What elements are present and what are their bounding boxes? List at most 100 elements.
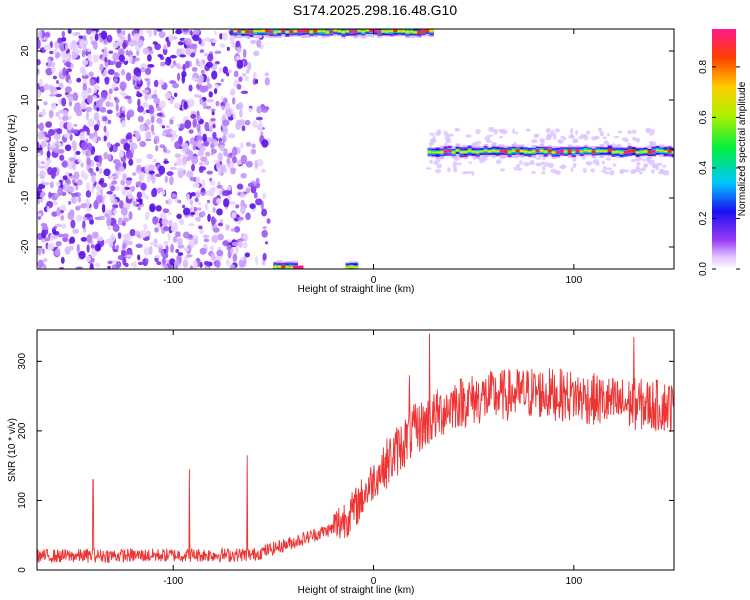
noise-speckle	[129, 228, 136, 237]
noise-speckle	[542, 165, 546, 172]
noise-speckle	[444, 142, 448, 146]
noise-speckle	[98, 155, 103, 164]
noise-speckle	[155, 205, 162, 212]
noise-speckle	[253, 50, 260, 57]
y-tick-label: -20	[20, 239, 31, 254]
noise-speckle	[64, 144, 72, 152]
noise-speckle	[639, 171, 643, 175]
noise-speckle	[98, 215, 106, 221]
ridge-band	[611, 151, 617, 154]
noise-speckle	[156, 222, 161, 227]
noise-speckle	[247, 61, 252, 71]
noise-speckle	[96, 136, 101, 142]
noise-speckle	[155, 173, 162, 177]
noise-speckle	[103, 168, 111, 177]
noise-speckle	[245, 160, 253, 168]
noise-speckle	[53, 91, 58, 95]
ridge-peak	[313, 29, 320, 33]
spectrogram-ylabel: Frequency (Hz)	[7, 115, 18, 184]
noise-speckle	[181, 74, 186, 84]
noise-speckle	[240, 90, 249, 94]
noise-speckle	[147, 94, 154, 100]
noise-speckle	[200, 187, 206, 193]
noise-speckle	[230, 228, 236, 232]
noise-speckle	[118, 54, 125, 62]
noise-speckle	[91, 40, 98, 46]
noise-speckle	[590, 168, 596, 173]
noise-speckle	[118, 200, 124, 209]
colorbar-tick-label: 0.8	[698, 60, 709, 74]
noise-speckle	[86, 244, 90, 253]
noise-speckle	[238, 76, 243, 82]
noise-speckle	[569, 133, 574, 138]
noise-speckle	[129, 141, 134, 149]
noise-speckle	[162, 208, 170, 214]
noise-speckle	[62, 58, 67, 64]
noise-speckle	[229, 264, 236, 269]
noise-speckle	[52, 75, 57, 80]
noise-speckle	[54, 223, 62, 228]
noise-speckle	[48, 109, 54, 119]
noise-speckle	[85, 255, 92, 263]
noise-speckle	[76, 243, 80, 253]
ridge-peak	[281, 29, 288, 33]
noise-speckle	[76, 179, 83, 186]
noise-speckle	[136, 90, 140, 96]
ridge-band	[277, 265, 282, 268]
noise-speckle	[93, 124, 100, 131]
noise-speckle	[70, 192, 79, 197]
ridge-band	[595, 150, 601, 152]
ridge-band	[309, 30, 314, 33]
noise-speckle	[159, 226, 165, 230]
noise-speckle	[211, 70, 218, 80]
noise-speckle	[639, 157, 644, 160]
noise-speckle	[249, 203, 256, 209]
noise-speckle	[169, 97, 174, 104]
noise-speckle	[212, 227, 220, 233]
noise-speckle	[107, 226, 111, 231]
noise-speckle	[597, 127, 602, 132]
noise-speckle	[183, 247, 190, 252]
noise-speckle	[252, 120, 258, 128]
noise-speckle	[211, 235, 219, 243]
noise-speckle	[206, 76, 210, 84]
noise-speckle	[104, 212, 110, 218]
ridge-peak	[369, 29, 376, 33]
noise-speckle	[498, 128, 505, 133]
noise-speckle	[119, 81, 127, 91]
noise-speckle	[578, 135, 584, 140]
noise-speckle	[186, 170, 194, 179]
noise-speckle	[207, 213, 211, 223]
noise-speckle	[437, 129, 442, 135]
noise-speckle	[238, 258, 245, 268]
noise-speckle	[582, 167, 587, 174]
noise-speckle	[192, 260, 198, 269]
noise-speckle	[169, 258, 176, 266]
noise-speckle	[116, 38, 124, 47]
noise-speckle	[221, 105, 225, 111]
noise-speckle	[150, 124, 155, 133]
noise-speckle	[225, 224, 230, 231]
noise-speckle	[216, 249, 224, 257]
noise-speckle	[43, 83, 50, 91]
noise-speckle	[534, 134, 540, 137]
noise-speckle	[627, 130, 632, 135]
noise-speckle	[85, 111, 89, 121]
noise-speckle	[227, 249, 232, 259]
noise-speckle	[457, 162, 462, 166]
noise-speckle	[126, 254, 133, 258]
noise-speckle	[173, 259, 180, 267]
noise-speckle	[51, 66, 56, 74]
noise-speckle	[40, 140, 47, 148]
noise-speckle	[117, 217, 123, 226]
noise-speckle	[163, 240, 170, 244]
noise-speckle	[73, 182, 78, 186]
noise-speckle	[232, 253, 238, 263]
ridge-band	[475, 151, 481, 154]
noise-speckle	[201, 38, 206, 44]
ridge-band	[241, 30, 246, 33]
noise-speckle	[122, 41, 127, 50]
noise-speckle	[484, 136, 491, 141]
noise-speckle	[165, 200, 169, 204]
noise-speckle	[602, 136, 607, 140]
